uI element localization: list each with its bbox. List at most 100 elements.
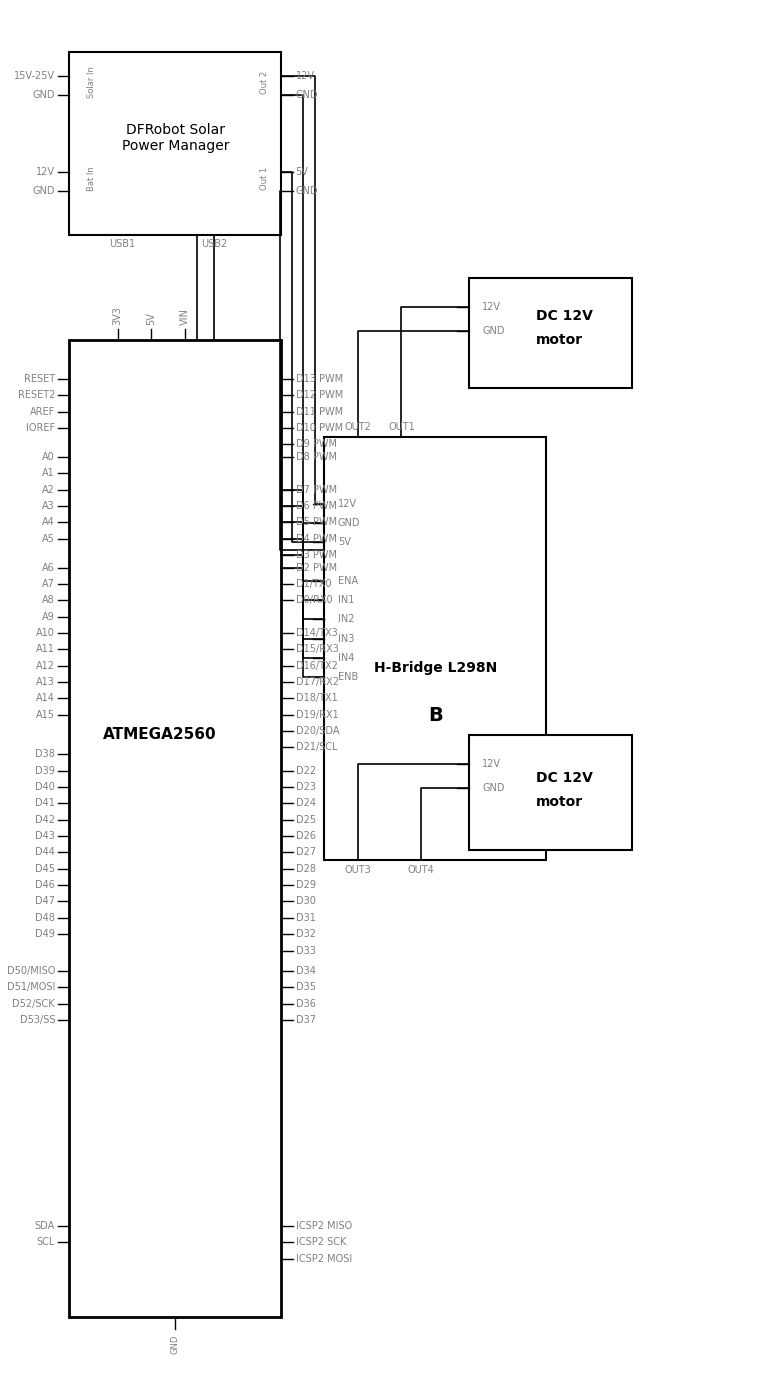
Bar [69,51,281,235]
Text: OUT4: OUT4 [407,865,434,875]
Text: 12V: 12V [338,500,357,509]
Text: A13: A13 [36,678,55,687]
Text: GND: GND [338,519,360,529]
Text: SCL: SCL [37,1238,55,1248]
Text: 5V: 5V [296,167,309,177]
Text: A6: A6 [42,563,55,573]
Text: D4 PWM: D4 PWM [296,534,336,544]
Text: 5V: 5V [338,537,351,548]
Text: IN4: IN4 [338,653,354,662]
Text: D25: D25 [296,814,316,825]
Text: DC 12V: DC 12V [536,309,593,323]
Text: D27: D27 [296,847,316,857]
Text: D35: D35 [296,983,316,992]
Text: D7 PWM: D7 PWM [296,484,336,494]
Text: D44: D44 [35,847,55,857]
Text: B: B [428,707,443,726]
Text: D5 PWM: D5 PWM [296,518,336,527]
Text: Out 2: Out 2 [260,70,269,94]
Text: A11: A11 [36,644,55,654]
Text: D29: D29 [296,880,316,890]
Text: D6 PWM: D6 PWM [296,501,336,511]
Text: D8 PWM: D8 PWM [296,451,336,462]
Text: D36: D36 [296,999,316,1009]
Text: D22: D22 [296,766,316,776]
Text: SDA: SDA [35,1221,55,1231]
Text: D2 PWM: D2 PWM [296,563,336,573]
Text: 15V-25V: 15V-25V [14,70,55,80]
Bar [469,736,632,850]
Text: AREF: AREF [30,407,55,417]
Text: IN1: IN1 [338,595,354,606]
Text: ICSP2 MISO: ICSP2 MISO [296,1221,352,1231]
Text: D23: D23 [296,782,316,792]
Text: A14: A14 [36,693,55,704]
Text: D37: D37 [296,1014,316,1025]
Text: D28: D28 [296,864,316,874]
Text: D51/MOSI: D51/MOSI [7,983,55,992]
Text: D43: D43 [35,831,55,840]
Text: D33: D33 [296,945,316,955]
Text: Out 1: Out 1 [260,167,269,190]
Text: GND: GND [482,326,505,335]
Text: D21/SCL: D21/SCL [296,742,337,752]
Text: D49: D49 [35,929,55,940]
Text: Solar In: Solar In [87,66,96,98]
Text: D53/SS: D53/SS [19,1014,55,1025]
Text: D20/SDA: D20/SDA [296,726,339,736]
Text: GND: GND [32,186,55,196]
Text: D47: D47 [35,897,55,907]
Text: D41: D41 [35,798,55,809]
Text: Bat In: Bat In [87,167,96,190]
Text: 3V3: 3V3 [112,306,122,324]
Text: D34: D34 [296,966,316,976]
Text: OUT1: OUT1 [388,422,415,432]
Text: D31: D31 [296,912,316,923]
Bar [69,341,281,1318]
Text: 12V: 12V [482,302,501,312]
Text: D32: D32 [296,929,316,940]
Text: H-Bridge L298N: H-Bridge L298N [373,661,497,675]
Text: GND: GND [296,186,318,196]
Text: ICSP2 MOSI: ICSP2 MOSI [296,1253,352,1264]
Text: D26: D26 [296,831,316,840]
Text: D13 PWM: D13 PWM [296,374,343,384]
Text: 12V: 12V [482,759,501,769]
Text: D46: D46 [35,880,55,890]
Text: A10: A10 [36,628,55,638]
Text: D17/RX2: D17/RX2 [296,678,339,687]
Text: D12 PWM: D12 PWM [296,391,343,400]
Text: GND: GND [296,90,318,99]
Text: OUT2: OUT2 [345,422,372,432]
Text: 12V: 12V [296,70,315,80]
Text: ICSP2 SCK: ICSP2 SCK [296,1238,346,1248]
Text: ENA: ENA [338,575,358,586]
Text: RESET2: RESET2 [18,391,55,400]
Text: A0: A0 [42,451,55,462]
Text: D3 PWM: D3 PWM [296,551,336,560]
Text: VIN: VIN [180,308,190,324]
Text: D45: D45 [35,864,55,874]
Text: D48: D48 [35,912,55,923]
Text: D40: D40 [35,782,55,792]
Text: A1: A1 [42,468,55,479]
Text: D24: D24 [296,798,316,809]
Bar [324,436,546,860]
Text: A5: A5 [42,534,55,544]
Text: D19/RX1: D19/RX1 [296,709,338,720]
Text: D30: D30 [296,897,316,907]
Text: A8: A8 [42,595,55,606]
Text: D18/TX1: D18/TX1 [296,693,337,704]
Text: motor: motor [536,795,584,809]
Text: USB2: USB2 [201,239,227,250]
Text: D39: D39 [35,766,55,776]
Text: GND: GND [482,782,505,793]
Text: D0/RX0: D0/RX0 [296,595,332,606]
Text: D11 PWM: D11 PWM [296,407,343,417]
Text: A7: A7 [42,578,55,589]
Text: DC 12V: DC 12V [536,771,593,785]
Text: D16/TX2: D16/TX2 [296,661,337,671]
Text: D14/TX3: D14/TX3 [296,628,337,638]
Text: A9: A9 [42,611,55,621]
Text: DFRobot Solar
Power Manager: DFRobot Solar Power Manager [122,123,229,153]
